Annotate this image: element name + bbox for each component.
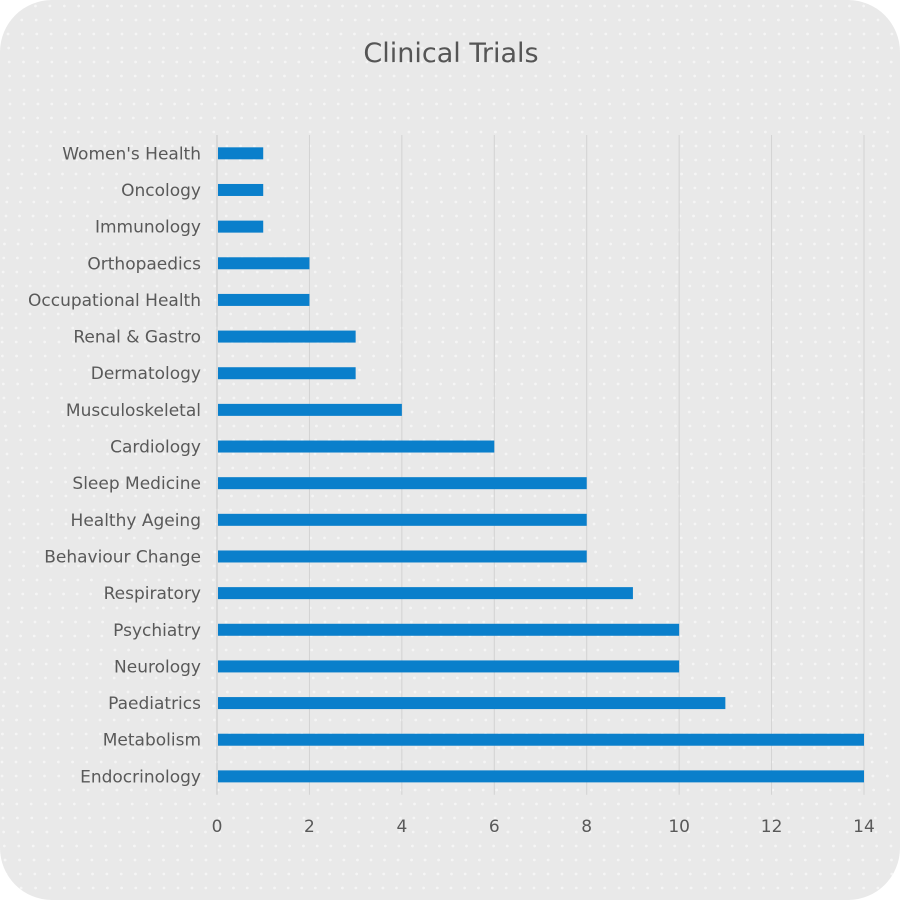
bar	[218, 403, 402, 416]
category-label: Immunology	[95, 218, 201, 238]
category-labels: Women's Health Oncology Immunology Orthopae…	[28, 144, 201, 787]
category-label: Musculoskeletal	[66, 401, 201, 421]
bar	[218, 587, 633, 600]
bar	[218, 733, 864, 746]
x-tick-label: 0	[212, 817, 223, 837]
category-label: Dermatology	[91, 364, 201, 384]
category-label: Metabolism	[103, 731, 201, 751]
bar	[218, 220, 264, 233]
bar	[218, 697, 726, 710]
bar	[218, 330, 356, 343]
category-label: Orthopaedics	[87, 254, 201, 274]
category-label: Endocrinology	[80, 767, 201, 787]
category-label: Cardiology	[110, 438, 201, 458]
category-label: Healthy Ageing	[71, 511, 201, 531]
gridlines	[216, 135, 865, 795]
bar	[218, 770, 864, 783]
bar	[218, 440, 495, 453]
category-label: Oncology	[121, 181, 201, 201]
category-label: Psychiatry	[113, 621, 201, 641]
category-label: Respiratory	[104, 584, 201, 604]
bars	[218, 147, 864, 783]
category-label: Sleep Medicine	[72, 474, 201, 494]
bar	[218, 513, 587, 526]
category-label: Occupational Health	[28, 291, 201, 311]
bar	[218, 293, 310, 306]
bar	[218, 367, 356, 380]
chart-title: Clinical Trials	[363, 38, 538, 69]
category-label: Renal & Gastro	[73, 328, 201, 348]
x-tick-label: 6	[489, 817, 500, 837]
bar	[218, 477, 587, 490]
bar	[218, 147, 264, 160]
category-label: Behaviour Change	[44, 547, 201, 567]
x-axis-ticks: 0 2 4 6 8 10 12 14	[212, 817, 875, 837]
bar	[218, 660, 680, 673]
x-tick-label: 4	[396, 817, 407, 837]
x-tick-label: 14	[853, 817, 875, 837]
bar	[218, 550, 587, 563]
bar	[218, 623, 680, 636]
category-label: Paediatrics	[108, 694, 201, 714]
x-tick-label: 10	[668, 817, 690, 837]
category-label: Neurology	[114, 657, 201, 677]
bar	[218, 183, 264, 196]
x-tick-label: 12	[761, 817, 783, 837]
bar	[218, 257, 310, 270]
x-tick-label: 8	[581, 817, 592, 837]
category-label: Women's Health	[62, 144, 201, 164]
x-tick-label: 2	[304, 817, 315, 837]
